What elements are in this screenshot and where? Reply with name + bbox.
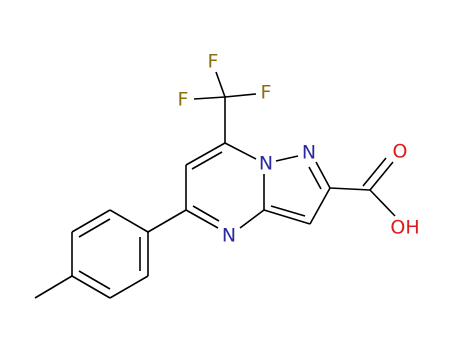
bond [185,209,219,229]
atom-label: N [302,142,316,164]
bond [71,275,111,299]
atom-label: F [261,82,272,104]
bond [369,189,396,217]
bond [71,209,111,233]
bond [309,187,331,225]
bond [192,205,220,222]
bond [78,270,111,290]
bond [369,161,394,191]
atom-label: F [178,89,189,111]
bond [185,142,226,166]
atom-label: N [222,225,236,247]
bond [329,187,371,191]
bond [275,155,299,162]
bond [224,142,257,160]
bond [34,275,73,299]
atom-label: N [259,153,273,175]
bond [308,166,322,190]
bond [109,275,149,299]
bond [78,218,111,238]
atom-label: F [208,51,219,73]
bond [263,209,311,225]
bond [362,157,387,187]
bond [239,209,265,229]
bonds [34,71,396,299]
bond [193,96,226,100]
bond [215,71,226,98]
bond [224,93,257,98]
bond [109,209,149,233]
bond [147,209,187,233]
bond [315,161,331,189]
atom-label: OH [390,217,419,239]
atom-label: O [393,141,408,163]
bond [270,205,306,217]
bond [191,151,223,170]
